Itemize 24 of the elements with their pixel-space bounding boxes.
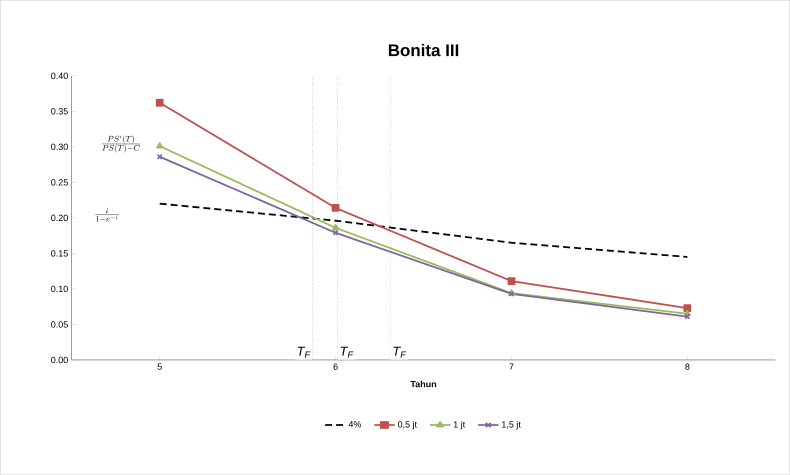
legend-label: 0,5 jt [398,421,417,430]
x-tick-label: 7 [509,364,514,370]
ref-line-label: T$_{F}$ [393,346,406,358]
ref-line-label: T$_{F}$ [298,346,310,358]
legend-label: 4% [348,421,362,428]
legend-label: 1,5 jt [502,421,521,430]
ref-line-label: T$_{F}$ [340,346,354,358]
y-tick-label: 0.30 [51,144,68,150]
y-tick-label: 0.25 [51,179,68,186]
chart-title: Bonita III [388,44,458,56]
y-tick-label: 0.10 [51,286,68,292]
y-tick-label: 0.20 [51,214,68,222]
x-tick-label: 6 [334,364,338,370]
annotation: $\frac{PS'(T)}{PS(T)-C}$ [102,136,140,153]
y-tick-label: 0.35 [51,108,68,115]
y-tick-label: 0.05 [51,321,68,328]
y-tick-label: 0.40 [51,72,68,80]
y-tick-label: 0.00 [51,356,68,364]
x-tick-label: 8 [685,364,690,370]
annotation: $\frac{i}{1-e^{-i}}$ [95,208,119,222]
y-tick-label: 0.15 [51,250,68,257]
x-axis-title: Tahun [410,380,436,388]
legend-label: 1 jt [454,421,466,430]
x-tick-label: 5 [158,364,162,370]
